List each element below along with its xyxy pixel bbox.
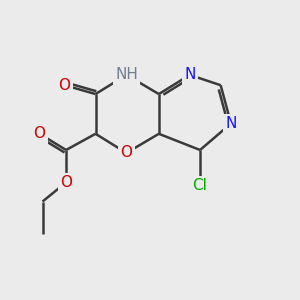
Text: N: N bbox=[225, 116, 237, 131]
Text: NH: NH bbox=[115, 68, 138, 82]
Text: Cl: Cl bbox=[193, 178, 208, 193]
Text: O: O bbox=[120, 146, 132, 160]
Text: N: N bbox=[184, 68, 195, 82]
Text: O: O bbox=[60, 175, 72, 190]
Text: O: O bbox=[34, 126, 46, 141]
Text: O: O bbox=[58, 78, 70, 93]
